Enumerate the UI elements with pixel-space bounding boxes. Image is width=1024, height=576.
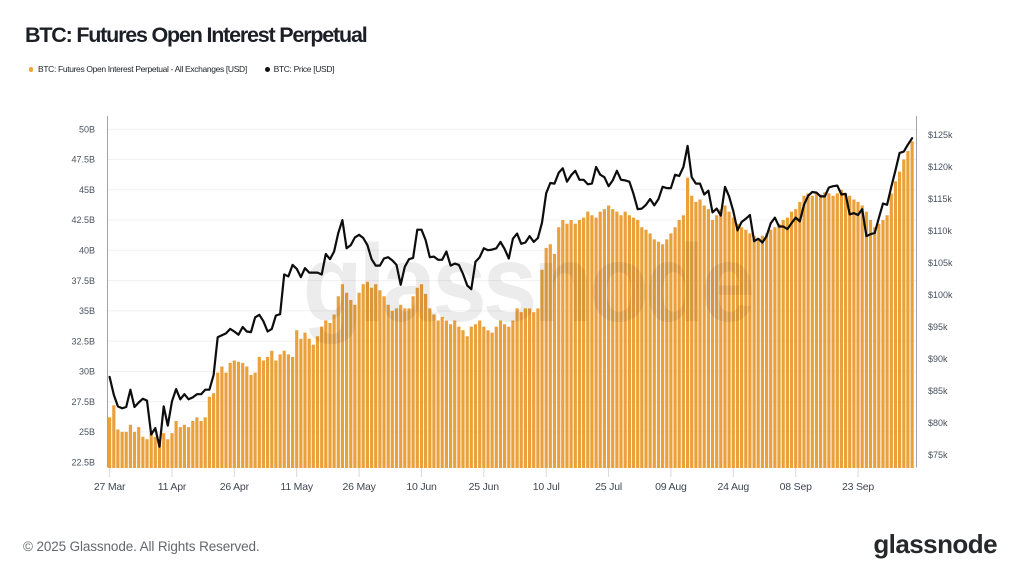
svg-text:$100k: $100k	[928, 290, 953, 300]
svg-text:09 Aug: 09 Aug	[655, 481, 687, 493]
svg-text:22.5B: 22.5B	[71, 457, 95, 467]
svg-text:45B: 45B	[79, 185, 95, 195]
svg-text:27 Mar: 27 Mar	[94, 481, 126, 493]
svg-text:$80k: $80k	[928, 418, 948, 428]
svg-text:26 Apr: 26 Apr	[220, 481, 250, 493]
svg-text:$125k: $125k	[928, 130, 953, 140]
svg-text:$95k: $95k	[928, 322, 948, 332]
svg-text:47.5B: 47.5B	[71, 155, 95, 165]
svg-text:glassnode: glassnode	[303, 223, 753, 345]
svg-text:10 Jun: 10 Jun	[406, 481, 437, 493]
svg-text:30B: 30B	[79, 367, 95, 377]
svg-text:37.5B: 37.5B	[71, 276, 95, 286]
svg-text:25 Jul: 25 Jul	[595, 481, 622, 493]
svg-text:$85k: $85k	[928, 386, 948, 396]
svg-text:$75k: $75k	[928, 450, 948, 460]
svg-text:$110k: $110k	[928, 226, 952, 236]
svg-text:40B: 40B	[79, 246, 95, 256]
svg-text:50B: 50B	[79, 124, 95, 134]
svg-text:25 Jun: 25 Jun	[469, 481, 500, 493]
svg-text:08 Sep: 08 Sep	[780, 481, 812, 493]
svg-text:32.5B: 32.5B	[71, 336, 95, 346]
svg-text:$115k: $115k	[928, 194, 952, 204]
svg-text:$90k: $90k	[928, 354, 948, 364]
svg-text:42.5B: 42.5B	[71, 215, 95, 225]
svg-text:27.5B: 27.5B	[71, 397, 95, 407]
svg-text:26 May: 26 May	[342, 481, 376, 493]
svg-text:35B: 35B	[79, 306, 95, 316]
svg-text:24 Aug: 24 Aug	[718, 481, 750, 493]
svg-text:23 Sep: 23 Sep	[842, 481, 874, 493]
svg-text:$105k: $105k	[928, 258, 953, 268]
svg-text:11 Apr: 11 Apr	[158, 481, 187, 493]
svg-text:10 Jul: 10 Jul	[533, 481, 560, 493]
svg-text:11 May: 11 May	[280, 481, 313, 493]
svg-text:$120k: $120k	[928, 162, 953, 172]
svg-text:25B: 25B	[79, 427, 95, 437]
